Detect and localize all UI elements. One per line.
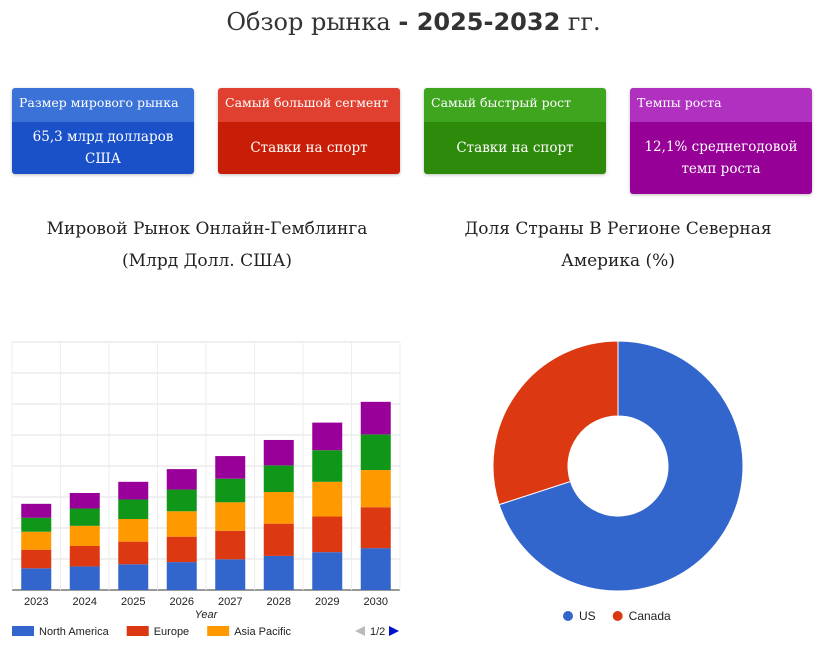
bar-segment[interactable] — [312, 516, 343, 553]
bar-segment[interactable] — [215, 478, 246, 503]
bar-segment[interactable] — [360, 401, 391, 435]
legend-next-icon[interactable] — [389, 626, 399, 636]
card-label: Самый большой сегмент — [218, 88, 400, 122]
pie-chart-title: Доля Страны В Регионе Северная Америка (… — [464, 219, 772, 271]
pie-chart: US Canada — [492, 340, 744, 623]
bar-chart-title: Мировой Рынок Онлайн-Гемблинга (Млрд Дол… — [46, 219, 368, 271]
bar-segment[interactable] — [312, 450, 343, 482]
pie-slice[interactable] — [498, 340, 744, 592]
bar-segment[interactable] — [263, 492, 294, 524]
x-tick-label: 2028 — [267, 596, 291, 608]
bar-segment[interactable] — [263, 465, 294, 493]
bar-segment[interactable] — [360, 434, 391, 471]
x-tick-label: 2026 — [170, 596, 194, 608]
bar-segment[interactable] — [263, 439, 294, 466]
bar-chart: 2023 2024 2025 2026 2027 2028 2029 2030 Year Nort… — [11, 341, 401, 638]
bar-segment[interactable] — [69, 545, 100, 567]
card-value: Ставки на спорт — [218, 122, 400, 174]
bar-segment[interactable] — [312, 422, 343, 451]
x-axis-label: Year — [195, 609, 219, 621]
bar-segment[interactable] — [118, 499, 149, 520]
bar-segment[interactable] — [21, 531, 52, 550]
legend-swatch — [12, 626, 34, 636]
bar-segment[interactable] — [360, 470, 391, 508]
bar-segment[interactable] — [166, 536, 197, 563]
bar-segment[interactable] — [312, 481, 343, 517]
bar-segment[interactable] — [118, 519, 149, 542]
bar-segment[interactable] — [215, 559, 246, 590]
card-growth-rate: Темпы роста 12,1% среднегодовой темп рос… — [630, 88, 812, 194]
page-title: Обзор рынка - 2025-2032 гг. — [0, 8, 827, 36]
bar-segment[interactable] — [215, 456, 246, 479]
legend-swatch — [207, 626, 230, 636]
legend-swatch — [612, 611, 623, 621]
bar-segment[interactable] — [69, 492, 100, 509]
bar-segment[interactable] — [69, 525, 100, 546]
bar-segment[interactable] — [166, 511, 197, 537]
x-tick-label: 2024 — [73, 596, 97, 608]
bar-segment[interactable] — [21, 568, 52, 590]
card-value: Ставки на спорт — [424, 122, 606, 174]
page-title-suffix: гг. — [567, 8, 601, 36]
legend-label: US — [579, 609, 596, 623]
legend-label: Canada — [629, 609, 671, 623]
bar-segment[interactable] — [166, 562, 197, 590]
bar-segment[interactable] — [215, 502, 246, 531]
bar-segment[interactable] — [360, 507, 391, 549]
x-tick-label: 2025 — [121, 596, 145, 608]
bar-segment[interactable] — [263, 555, 294, 590]
card-value: 65,3 млрд долларов США — [12, 122, 194, 174]
bar-segment[interactable] — [360, 548, 391, 590]
card-value: 12,1% среднегодовой темп роста — [630, 122, 812, 194]
legend-label: Asia Pacific — [234, 626, 291, 638]
x-tick-label: 2023 — [24, 596, 48, 608]
bar-segment[interactable] — [118, 481, 149, 500]
bar-segment[interactable] — [21, 503, 52, 518]
bar-segment[interactable] — [166, 489, 197, 512]
card-fastest-growth: Самый быстрый рост Ставки на спорт — [424, 88, 606, 174]
bar-segment[interactable] — [215, 530, 246, 560]
x-tick-label: 2027 — [218, 596, 242, 608]
card-label: Темпы роста — [630, 88, 812, 122]
x-tick-label: 2029 — [315, 596, 339, 608]
bar-segment[interactable] — [21, 517, 52, 532]
page-title-prefix: Обзор рынка — [226, 8, 391, 36]
x-tick-label: 2030 — [364, 596, 388, 608]
pie-slice[interactable] — [492, 340, 619, 506]
card-largest-segment: Самый большой сегмент Ставки на спорт — [218, 88, 400, 174]
legend-label: North America — [39, 626, 110, 638]
bar-segment[interactable] — [312, 552, 343, 590]
legend-label: Europe — [154, 626, 189, 638]
legend-pager: 1/2 — [370, 626, 385, 638]
bar-segment[interactable] — [118, 541, 149, 565]
bar-segment[interactable] — [166, 469, 197, 490]
legend-swatch — [126, 626, 149, 636]
card-label: Самый быстрый рост — [424, 88, 606, 122]
bar-segment[interactable] — [21, 549, 52, 569]
page-title-range: - 2025-2032 — [398, 8, 561, 36]
bar-segment[interactable] — [69, 566, 100, 590]
card-market-size: Размер мирового рынка 65,3 млрд долларов… — [12, 88, 194, 174]
bar-segment[interactable] — [118, 564, 149, 590]
legend-prev-icon[interactable] — [355, 626, 365, 636]
legend-swatch — [563, 611, 573, 621]
bar-segment[interactable] — [69, 508, 100, 526]
card-label: Размер мирового рынка — [12, 88, 194, 122]
bar-segment[interactable] — [263, 523, 294, 556]
